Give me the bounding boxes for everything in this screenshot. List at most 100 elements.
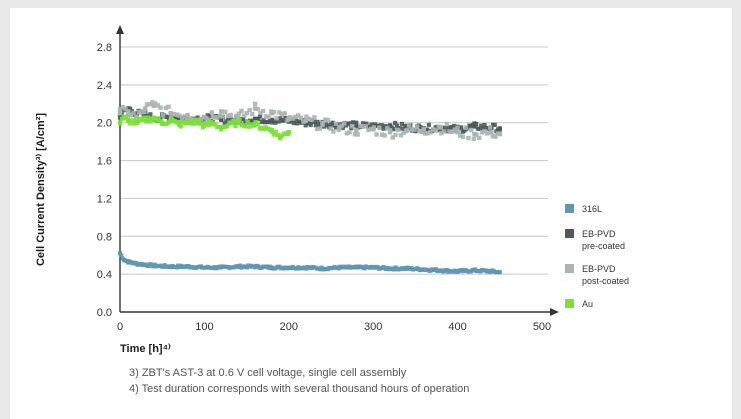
data-point [315,119,320,124]
data-point [395,127,401,133]
data-point [463,125,468,130]
data-point [147,101,152,107]
data-point [117,111,123,116]
legend-label-line2: pre-coated [582,241,625,251]
data-point [209,110,215,115]
data-point [237,117,242,123]
data-point [158,105,163,110]
footnote-4: 4) Test duration corresponds with severa… [129,383,470,395]
data-point [131,121,137,126]
data-point [213,121,218,127]
data-point [399,121,404,127]
legend-swatch [565,229,574,238]
data-point [282,111,287,116]
data-point [371,265,376,270]
x-tick-label: 100 [195,321,213,333]
data-point [258,110,263,116]
x-axis-arrow [550,308,559,316]
data-point [217,113,223,118]
data-point [202,123,207,128]
data-point [379,123,384,128]
y-tick-label: 2.0 [97,118,112,130]
data-point [274,116,279,121]
data-point [293,117,298,122]
data-point [263,114,269,119]
data-point [479,130,485,135]
data-point [293,114,298,120]
data-point [165,114,170,120]
data-point [281,118,286,123]
data-point [220,114,225,119]
data-point [354,128,359,133]
data-point [219,265,224,270]
legend-label: EB-PVD [582,264,616,274]
data-point [398,133,404,138]
data-point [291,120,296,126]
data-point [393,132,398,138]
data-point [482,129,487,134]
data-point [480,126,486,131]
data-point [312,119,317,125]
data-point [142,109,147,115]
data-point [185,264,190,269]
data-point [206,117,212,123]
data-point [474,121,479,127]
data-point [128,112,134,118]
data-point [295,121,300,126]
data-point [487,125,493,130]
series-au [117,114,291,141]
data-point [497,131,502,137]
data-point [188,116,193,121]
data-point [422,131,428,136]
data-point [161,112,166,118]
data-point [146,115,151,120]
data-point [490,134,495,139]
data-point [225,117,231,122]
data-point [379,132,385,137]
chart-panel: 0.0 0.4 0.8 1.2 1.6 2.0 2.4 2.8 0 100 200 300 400 500… [10,8,732,419]
data-point [414,124,420,129]
data-point [314,126,320,132]
data-point [215,115,220,120]
data-point [228,112,233,118]
data-point [421,127,427,132]
data-point [151,103,156,108]
data-point [417,129,422,134]
y-axis-arrow [116,25,124,34]
data-point [236,264,241,269]
data-point [202,114,207,120]
data-point [256,116,261,122]
data-point [360,124,366,129]
data-point [479,123,484,128]
data-point [497,270,502,275]
data-point [185,115,190,121]
data-point [452,127,458,132]
legend-label: 316L [582,204,602,214]
data-point [409,127,414,132]
data-point [286,116,291,122]
data-point [239,108,244,114]
data-point [330,120,335,125]
data-point [387,129,393,135]
data-point [485,131,490,136]
data-point [134,261,139,266]
data-point [443,125,448,131]
data-point [123,106,128,112]
data-point [377,125,382,130]
data-point [269,265,274,270]
data-point [331,129,336,134]
data-point [273,129,279,135]
data-point [428,130,433,135]
data-point [420,129,425,134]
data-point [252,106,258,111]
data-point [260,108,266,114]
data-point [333,121,339,126]
data-point [404,266,409,271]
data-point [266,114,271,119]
data-point [244,265,249,270]
data-point [352,132,358,137]
data-point [452,123,457,129]
data-point [472,268,477,273]
data-point [309,117,314,123]
data-point [155,103,161,108]
